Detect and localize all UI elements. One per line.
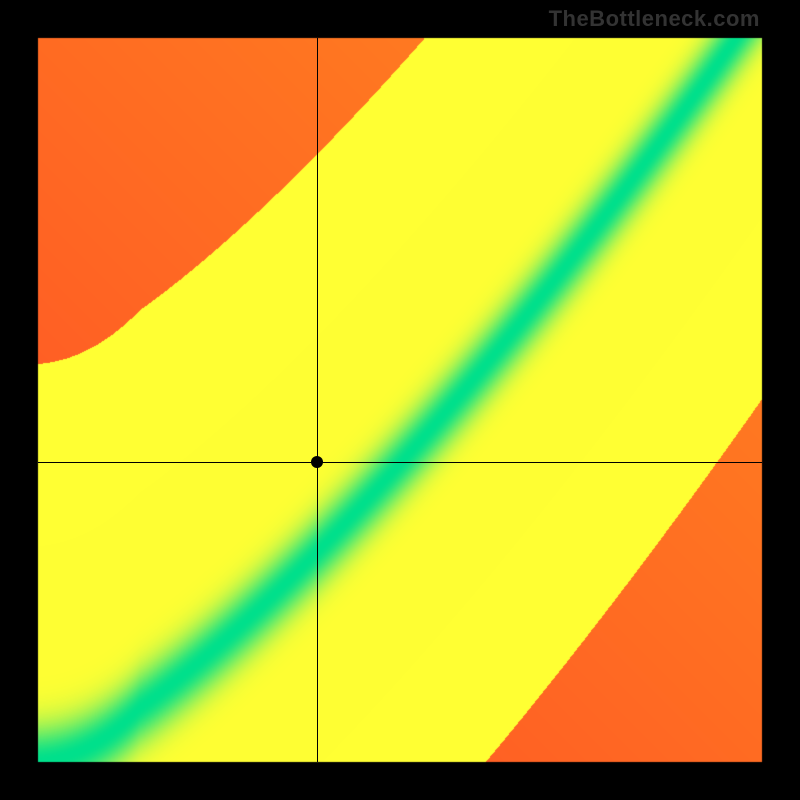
crosshair-horizontal	[38, 462, 762, 463]
watermark-text: TheBottleneck.com	[549, 6, 760, 32]
heatmap-canvas	[0, 0, 800, 800]
crosshair-vertical	[317, 38, 318, 762]
crosshair-marker-dot	[311, 456, 323, 468]
bottleneck-heatmap: TheBottleneck.com	[0, 0, 800, 800]
